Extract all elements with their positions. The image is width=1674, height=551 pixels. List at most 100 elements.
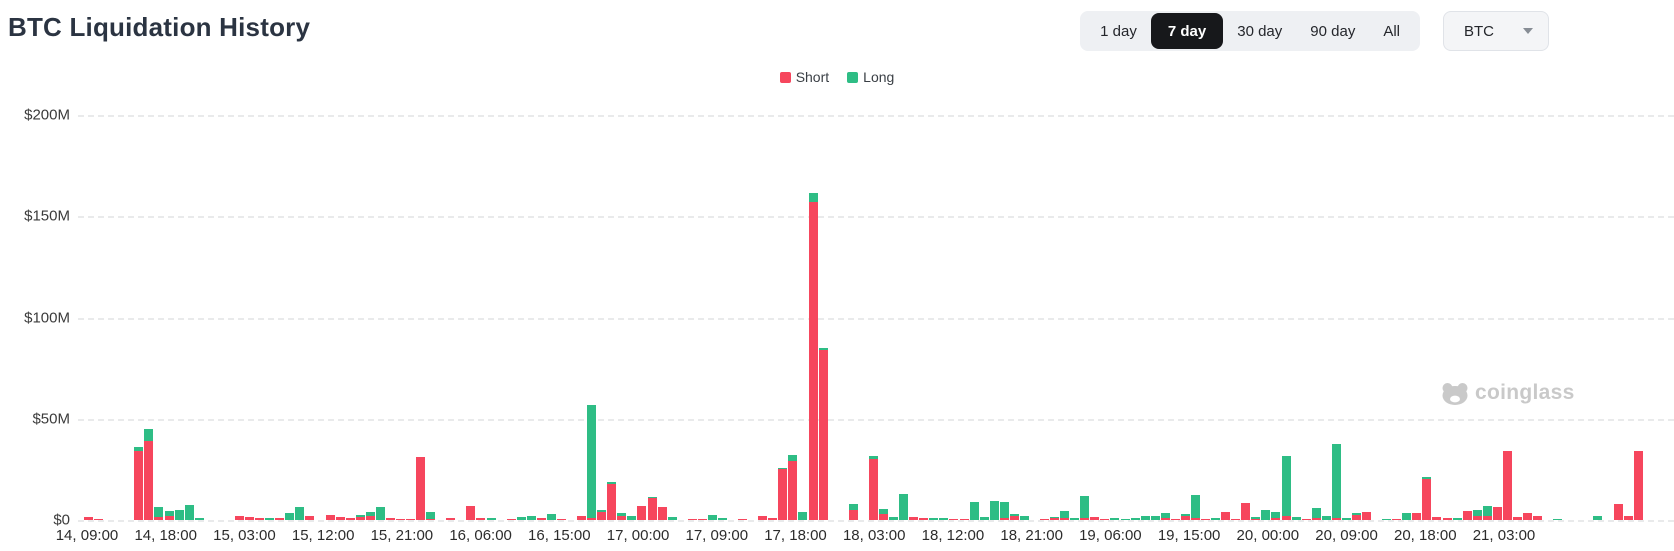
long-segment xyxy=(1331,443,1341,518)
x-axis-label: 15, 12:00 xyxy=(291,527,355,544)
x-axis-label: 20, 09:00 xyxy=(1315,527,1378,544)
liquidation-bar xyxy=(395,518,405,520)
liquidation-bar xyxy=(979,516,989,520)
liquidation-bar xyxy=(1251,516,1261,520)
short-segment xyxy=(84,516,93,520)
liquidation-bar xyxy=(285,512,295,520)
short-segment xyxy=(868,459,878,520)
short-segment xyxy=(1633,451,1643,520)
short-segment xyxy=(1502,451,1512,520)
long-segment xyxy=(1291,516,1301,520)
range-option-30-day[interactable]: 30 day xyxy=(1223,11,1296,51)
liquidation-bar xyxy=(265,517,275,520)
short-segment xyxy=(1251,519,1261,520)
short-segment xyxy=(305,515,315,520)
liquidation-bar xyxy=(1130,518,1140,520)
liquidation-bar xyxy=(1512,516,1522,520)
short-segment xyxy=(426,519,436,520)
long-segment xyxy=(1553,518,1563,520)
x-axis-label: 16, 15:00 xyxy=(528,527,591,544)
liquidation-bar xyxy=(476,517,486,520)
short-segment xyxy=(1331,517,1341,520)
legend-item-short[interactable]: Short xyxy=(779,69,829,85)
liquidation-bar xyxy=(919,517,929,520)
long-segment xyxy=(375,506,385,520)
liquidation-bar xyxy=(375,506,385,520)
liquidation-bar xyxy=(587,404,597,520)
short-segment xyxy=(1523,513,1533,520)
short-segment xyxy=(365,515,375,520)
liquidation-bar xyxy=(154,506,164,520)
long-segment xyxy=(818,347,828,350)
liquidation-bar xyxy=(909,516,919,520)
liquidation-bar xyxy=(758,515,768,520)
liquidation-bar xyxy=(959,519,969,520)
long-segment xyxy=(355,514,365,517)
symbol-dropdown[interactable]: BTC xyxy=(1443,11,1549,51)
x-axis-label: 14, 09:00 xyxy=(55,527,119,544)
long-segment xyxy=(647,496,657,498)
liquidation-bar xyxy=(1362,511,1372,520)
short-segment xyxy=(879,513,888,520)
liquidation-bar xyxy=(1613,503,1623,520)
short-segment xyxy=(255,517,265,520)
range-option-1-day[interactable]: 1 day xyxy=(1086,11,1151,51)
legend-item-long[interactable]: Long xyxy=(847,69,894,85)
liquidation-bar xyxy=(929,517,939,520)
liquidation-bar xyxy=(1231,519,1241,520)
liquidation-bar xyxy=(516,516,526,520)
liquidation-bar xyxy=(355,514,365,520)
range-option-7-day[interactable]: 7 day xyxy=(1150,13,1224,49)
short-segment xyxy=(788,461,798,520)
long-segment xyxy=(879,508,888,514)
liquidation-bar xyxy=(1060,510,1070,520)
range-option-90-day[interactable]: 90 day xyxy=(1296,11,1369,51)
long-segment xyxy=(426,511,436,519)
short-segment xyxy=(1472,515,1482,520)
liquidation-bar xyxy=(949,519,959,520)
liquidation-bar xyxy=(647,496,657,520)
short-segment xyxy=(506,519,516,520)
long-segment xyxy=(1382,519,1392,520)
short-segment xyxy=(587,517,597,520)
short-segment xyxy=(637,505,647,520)
liquidation-bar xyxy=(1150,515,1160,520)
liquidation-bar xyxy=(1090,516,1100,520)
symbol-dropdown-value: BTC xyxy=(1464,22,1494,40)
long-segment xyxy=(627,515,637,520)
short-segment xyxy=(154,516,164,520)
short-segment xyxy=(134,451,144,520)
liquidation-bar xyxy=(778,468,788,520)
liquidation-bar xyxy=(1502,451,1512,520)
liquidation-bar xyxy=(1412,513,1422,520)
short-segment xyxy=(1231,519,1241,520)
range-option-all[interactable]: All xyxy=(1369,11,1414,51)
liquidation-bar xyxy=(717,517,727,520)
short-segment xyxy=(1160,518,1170,520)
long-segment xyxy=(164,510,174,516)
short-segment xyxy=(1090,516,1100,520)
long-segment xyxy=(194,517,204,520)
gridline-150M xyxy=(78,216,1674,219)
liquidation-bar xyxy=(1462,510,1472,520)
short-segment xyxy=(1613,503,1623,520)
long-segment xyxy=(1351,512,1361,515)
liquidation-bar xyxy=(1160,513,1170,520)
short-segment xyxy=(738,519,748,520)
long-segment xyxy=(929,517,939,520)
long-segment xyxy=(144,428,154,442)
liquidation-bar xyxy=(406,518,416,520)
liquidation-bar xyxy=(768,517,778,520)
short-segment xyxy=(1482,515,1492,520)
liquidation-bar xyxy=(84,516,93,520)
y-axis-label: $50M xyxy=(32,410,70,428)
long-segment xyxy=(899,493,909,520)
short-segment xyxy=(556,519,566,520)
x-axis-label: 18, 21:00 xyxy=(1000,527,1063,544)
long-segment xyxy=(365,511,375,516)
long-segment xyxy=(174,509,184,520)
short-segment xyxy=(1080,517,1090,520)
liquidation-bar xyxy=(325,514,335,520)
liquidation-bar xyxy=(416,457,426,520)
short-segment xyxy=(1201,519,1211,520)
